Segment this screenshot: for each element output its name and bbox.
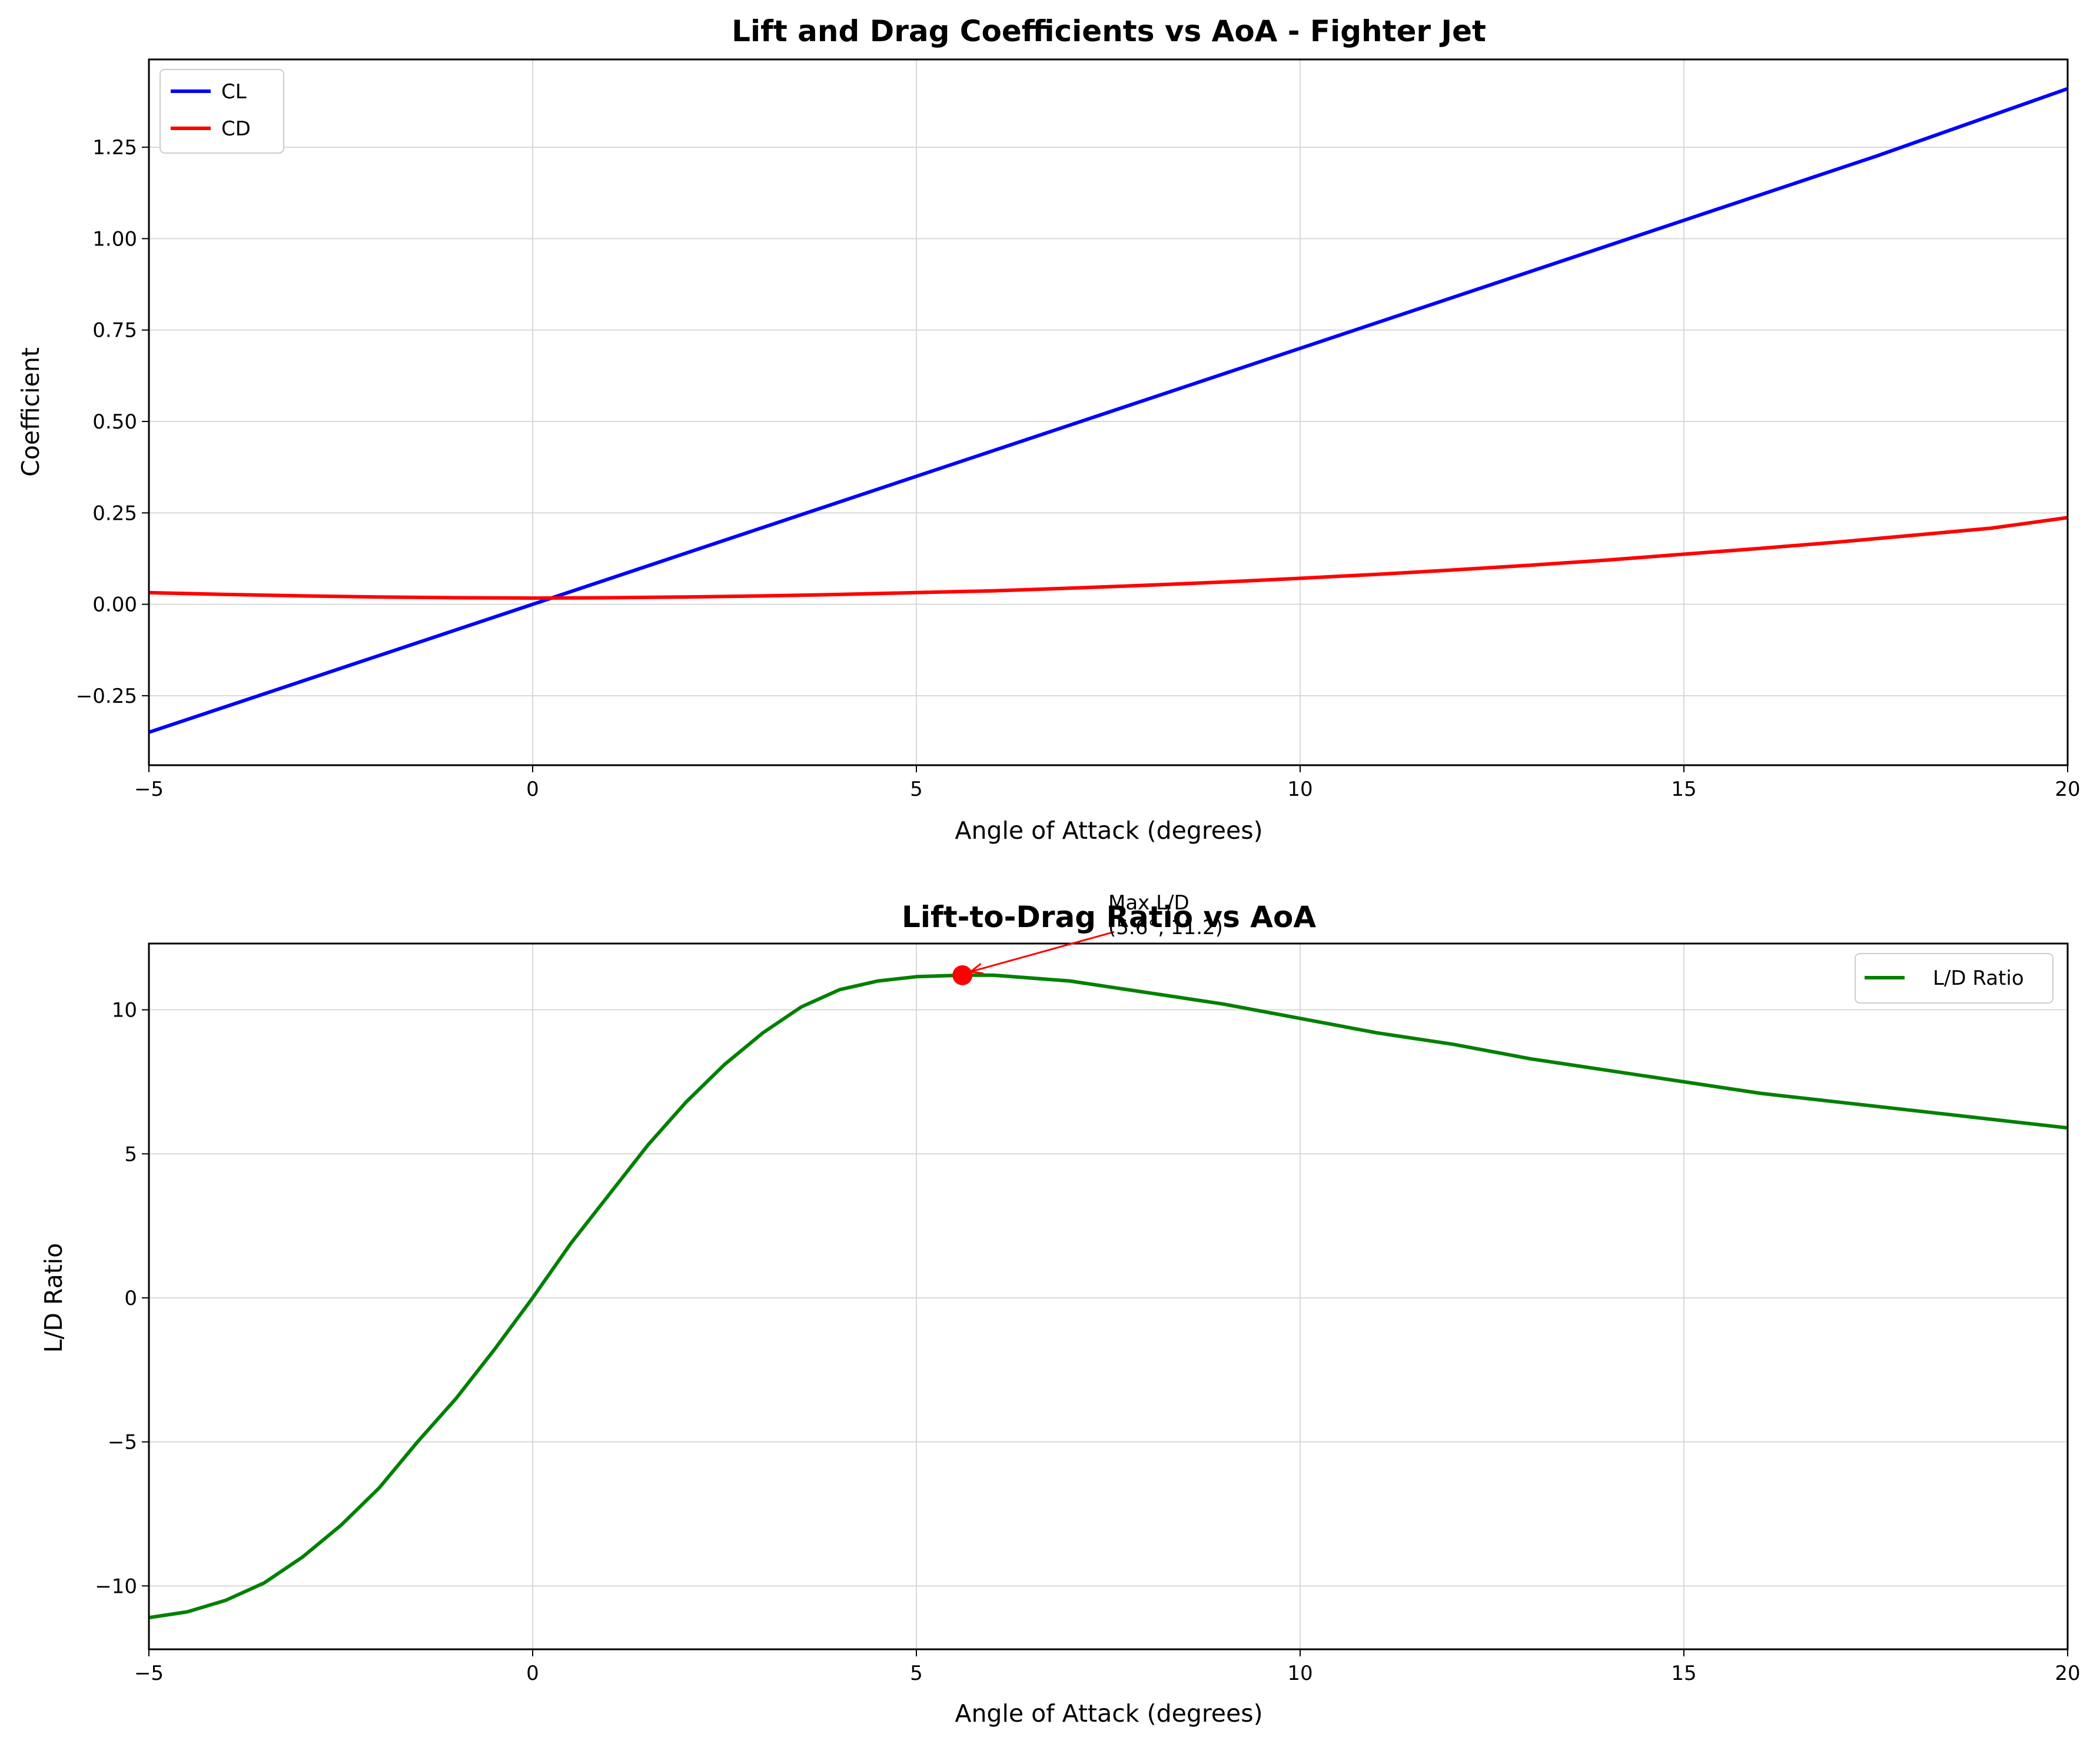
y-axis-label: L/D Ratio xyxy=(39,1243,68,1353)
x-ticks: −5 0 5 10 15 20 xyxy=(134,1649,2081,1685)
legend-box xyxy=(1855,953,2054,1004)
annotation-text: (5.6°, 11.2) xyxy=(1108,916,1223,939)
series-line-cd xyxy=(148,516,2068,600)
legend-label-ld: L/D Ratio xyxy=(1933,967,2024,990)
x-tick-label: 15 xyxy=(1671,778,1696,801)
x-tick-label: −5 xyxy=(134,778,164,801)
x-axis-label: Angle of Attack (degrees) xyxy=(955,816,1262,845)
y-tick-label: 10 xyxy=(112,999,137,1022)
x-tick-label: −5 xyxy=(134,1662,164,1685)
grid xyxy=(148,944,2068,1649)
x-tick-label: 0 xyxy=(526,1662,539,1685)
x-axis-label: Angle of Attack (degrees) xyxy=(955,1699,1262,1728)
y-ticks: −10 −5 0 5 10 xyxy=(95,999,149,1598)
y-ticks: −0.25 0.00 0.25 0.50 0.75 1.00 1.25 xyxy=(76,136,149,708)
x-tick-label: 10 xyxy=(1287,1662,1312,1685)
data-lines xyxy=(148,973,2068,1620)
y-tick-label: −10 xyxy=(95,1575,137,1598)
legend: CL CD xyxy=(160,69,284,154)
legend-label-cl: CL xyxy=(221,80,247,104)
x-tick-label: 10 xyxy=(1287,778,1312,801)
y-tick-label: 1.25 xyxy=(92,136,137,160)
data-lines xyxy=(148,87,2068,734)
series-line-l-d-ratio xyxy=(148,973,2068,1620)
y-axis-label: Coefficient xyxy=(16,347,45,477)
series-line-cl xyxy=(148,87,2068,734)
legend: L/D Ratio xyxy=(1855,953,2054,1004)
x-tick-label: 15 xyxy=(1671,1662,1696,1685)
max-ld-annotation: Max L/D(5.6°, 11.2) xyxy=(952,891,1223,985)
axes-frame xyxy=(148,942,2069,1650)
plot-ld-ratio: −5 0 5 10 15 20 −10 −5 0 5 10 Lift-to-Drag Ratio … xyxy=(39,891,2081,1728)
x-ticks: −5 0 5 10 15 20 xyxy=(134,765,2081,801)
y-tick-label: −0.25 xyxy=(76,685,137,708)
chart-title: Lift and Drag Coefficients vs AoA - Figh… xyxy=(732,14,1486,48)
axes-frame xyxy=(148,58,2069,766)
x-tick-label: 20 xyxy=(2055,778,2080,801)
y-tick-label: −5 xyxy=(108,1431,137,1454)
x-tick-label: 0 xyxy=(526,778,539,801)
x-tick-label: 5 xyxy=(910,778,923,801)
max-ld-marker xyxy=(952,965,973,985)
legend-label-cd: CD xyxy=(221,117,251,141)
y-tick-label: 1.00 xyxy=(92,227,137,251)
y-tick-label: 0 xyxy=(124,1287,137,1310)
x-tick-label: 20 xyxy=(2055,1662,2080,1685)
y-tick-label: 0.75 xyxy=(92,319,137,343)
plot-coefficients: −5 0 5 10 15 20 −0.25 0.00 0.25 0.50 0.75 1.00 1.25… xyxy=(16,14,2081,845)
y-tick-label: 0.00 xyxy=(92,593,137,617)
y-tick-label: 0.25 xyxy=(92,501,137,525)
annotation-text: Max L/D xyxy=(1108,891,1189,915)
chart-title: Lift-to-Drag Ratio vs AoA xyxy=(902,900,1316,934)
y-tick-label: 5 xyxy=(124,1142,137,1166)
x-tick-label: 5 xyxy=(910,1662,923,1685)
y-tick-label: 0.50 xyxy=(92,410,137,434)
annotation-arrow xyxy=(970,931,1115,973)
